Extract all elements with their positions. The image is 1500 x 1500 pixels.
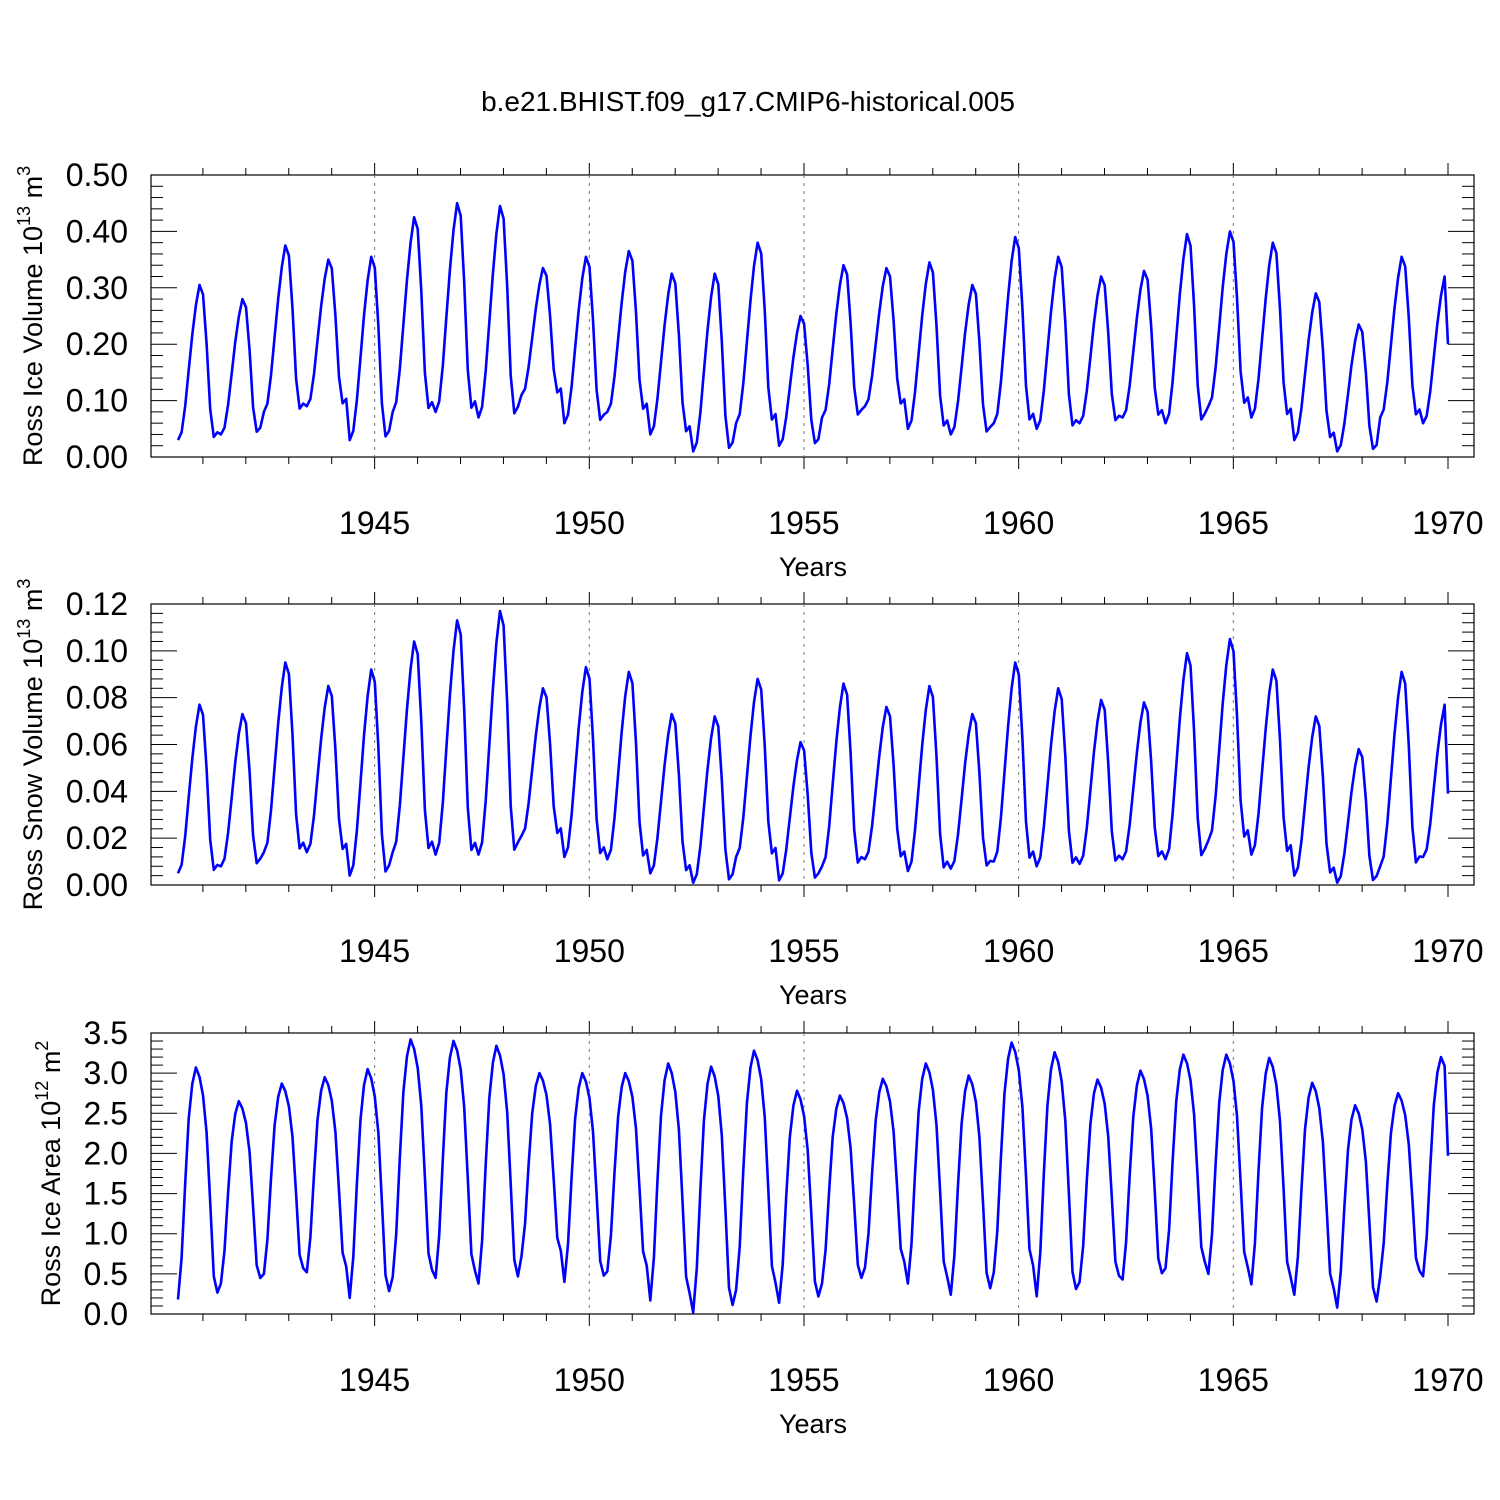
y-tick-label: 0.30 [66, 270, 128, 306]
y-tick-label: 0.20 [66, 326, 128, 362]
y-axis-label-main: Ross Snow Volume 10 [18, 639, 48, 911]
x-tick-label: 1955 [768, 1362, 839, 1398]
x-tick-label: 1945 [339, 505, 410, 541]
y-axis-label-unit: m [36, 1051, 66, 1081]
figure-title: b.e21.BHIST.f09_g17.CMIP6-historical.005 [481, 86, 1015, 117]
x-tick-label: 1945 [339, 933, 410, 969]
x-tick-label: 1950 [554, 505, 625, 541]
y-axis-label: Ross Snow Volume 1013 m3 [14, 579, 48, 911]
x-tick-label: 1960 [983, 505, 1054, 541]
panel-ross-snow-volume: 1945 1950 1955 1960 1965 1970 Years 0.00 0.02 0.0… [14, 579, 1484, 1010]
y-axis-label-unit-exponent: 3 [14, 579, 34, 589]
y-tick-label: 0.10 [66, 633, 128, 669]
y-tick-label: 0.04 [66, 773, 128, 809]
y-axis-label-main: Ross Ice Area 10 [36, 1101, 66, 1307]
y-axis-label: Ross Ice Volume 1013 m3 [14, 166, 48, 466]
series-line-ross-ice-volume [176, 201, 1450, 453]
y-axis-label-main: Ross Ice Volume 10 [18, 226, 48, 466]
y-tick-label: 3.0 [84, 1055, 128, 1091]
x-tick-label: 1970 [1412, 933, 1483, 969]
y-tick-label: 0.50 [66, 157, 128, 193]
y-tick-label: 1.5 [84, 1176, 128, 1212]
y-axis-label-unit: m [18, 176, 48, 206]
x-tick-label: 1955 [768, 505, 839, 541]
y-axis-label-exponent: 13 [14, 619, 34, 639]
y-axis-label-unit: m [18, 589, 48, 619]
x-axis-label: Years [779, 980, 847, 1010]
series-line-ross-ice-area [176, 1038, 1450, 1314]
x-tick-label: 1960 [983, 1362, 1054, 1398]
plot-frame [150, 1032, 1475, 1315]
x-tick-label: 1960 [983, 933, 1054, 969]
y-tick-label: 0.06 [66, 727, 128, 763]
y-tick-label: 0.10 [66, 383, 128, 419]
y-tick-label: 0.12 [66, 586, 128, 622]
y-tick-label: 3.5 [84, 1015, 128, 1051]
y-axis-label-unit-exponent: 3 [14, 166, 34, 176]
y-tick-label: 0.5 [84, 1256, 128, 1292]
y-tick-label: 2.0 [84, 1135, 128, 1171]
y-tick-label: 1.0 [84, 1216, 128, 1252]
y-tick-label: 0.0 [84, 1296, 128, 1332]
x-tick-label: 1950 [554, 933, 625, 969]
panel-ross-ice-area: 1945 1950 1955 1960 1965 1970 Years 0.0 0.5 1.0 1.… [32, 1015, 1484, 1439]
y-tick-label: 0.02 [66, 820, 128, 856]
x-tick-label: 1970 [1412, 1362, 1483, 1398]
x-tick-label: 1950 [554, 1362, 625, 1398]
y-tick-label: 0.08 [66, 680, 128, 716]
y-axis-label: Ross Ice Area 1012 m2 [32, 1041, 66, 1307]
chart-panels: 1945 1950 1955 1960 1965 1970 Years 0.00 0.10 0.2… [14, 157, 1484, 1439]
x-tick-label: 1970 [1412, 505, 1483, 541]
x-axis-label: Years [779, 1409, 847, 1439]
x-tick-label: 1955 [768, 933, 839, 969]
plot-frame [150, 603, 1475, 886]
x-tick-label: 1965 [1198, 933, 1269, 969]
y-tick-label: 0.00 [66, 867, 128, 903]
y-tick-label: 2.5 [84, 1095, 128, 1131]
y-axis-label-unit-exponent: 2 [32, 1041, 52, 1051]
y-axis-label-exponent: 12 [32, 1081, 52, 1101]
x-axis-label: Years [779, 552, 847, 582]
y-tick-label: 0.40 [66, 213, 128, 249]
x-tick-label: 1965 [1198, 505, 1269, 541]
y-axis-label-exponent: 13 [14, 206, 34, 226]
plot-frame [150, 174, 1475, 458]
panel-ross-ice-volume: 1945 1950 1955 1960 1965 1970 Years 0.00 0.10 0.2… [14, 157, 1484, 582]
x-tick-label: 1965 [1198, 1362, 1269, 1398]
x-tick-label: 1945 [339, 1362, 410, 1398]
y-tick-label: 0.00 [66, 439, 128, 475]
series-line-ross-snow-volume [176, 609, 1450, 884]
